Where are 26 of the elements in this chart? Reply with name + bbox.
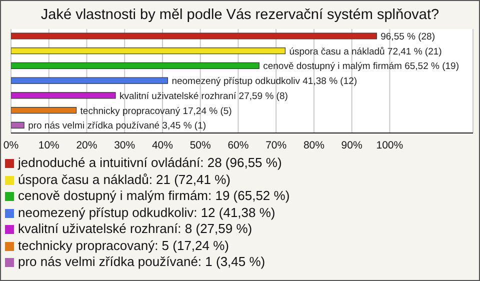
data-label: neomezený přístup odkudkoliv 41,38 % (12) xyxy=(172,76,358,88)
x-tick-label: 100% xyxy=(376,139,404,152)
x-tick-label: 30% xyxy=(114,139,136,152)
legend-label: cenově dostupný i malým firmám: 19 (65,52 %) xyxy=(18,188,290,203)
data-label: cenově dostupný i malým firmám 65,52 % (19) xyxy=(263,61,460,72)
x-tick-label: 40% xyxy=(152,139,173,152)
x-tick-label: 60% xyxy=(228,139,249,152)
x-tick-label: 0% xyxy=(3,139,19,152)
legend-label: neomezený přístup odkudkoliv: 12 (41,38 %) xyxy=(18,204,276,220)
x-tick-label: 20% xyxy=(76,139,98,152)
data-label: technicky propracovaný 17,24 % (5) xyxy=(80,106,232,117)
data-label: pro nás velmi zřídka používané 3,45 % (1) xyxy=(28,120,206,132)
chart-title: Jaké vlastnosti by měl podle Vás rezervační systém splňovat? xyxy=(40,7,440,25)
x-tick-label: 70% xyxy=(266,139,287,152)
legend-label: jednoduché a intuitivní ovládání: 28 (96,55 %) xyxy=(18,155,282,170)
x-tick-label: 50% xyxy=(190,139,211,152)
x-tick-label: 10% xyxy=(38,139,60,152)
legend-label: pro nás velmi zřídka používané: 1 (3,45 %) xyxy=(18,254,266,269)
x-tick-label: 90% xyxy=(341,139,362,152)
data-label: 96,55 % (28) xyxy=(380,32,436,42)
legend-label: technicky propracovaný: 5 (17,24 %) xyxy=(18,238,229,252)
data-label: úspora času a nákladů 72,41 % (21) xyxy=(289,46,442,58)
legend-label: kvalitní uživatelské rozhraní: 8 (27,59 %) xyxy=(18,221,252,236)
legend-label: úspora času a nákladů: 21 (72,41 %) xyxy=(18,172,230,186)
data-label: kvalitní uživatelské rozhraní 27,59 % (8) xyxy=(119,90,288,102)
x-tick-label: 80% xyxy=(303,139,324,152)
